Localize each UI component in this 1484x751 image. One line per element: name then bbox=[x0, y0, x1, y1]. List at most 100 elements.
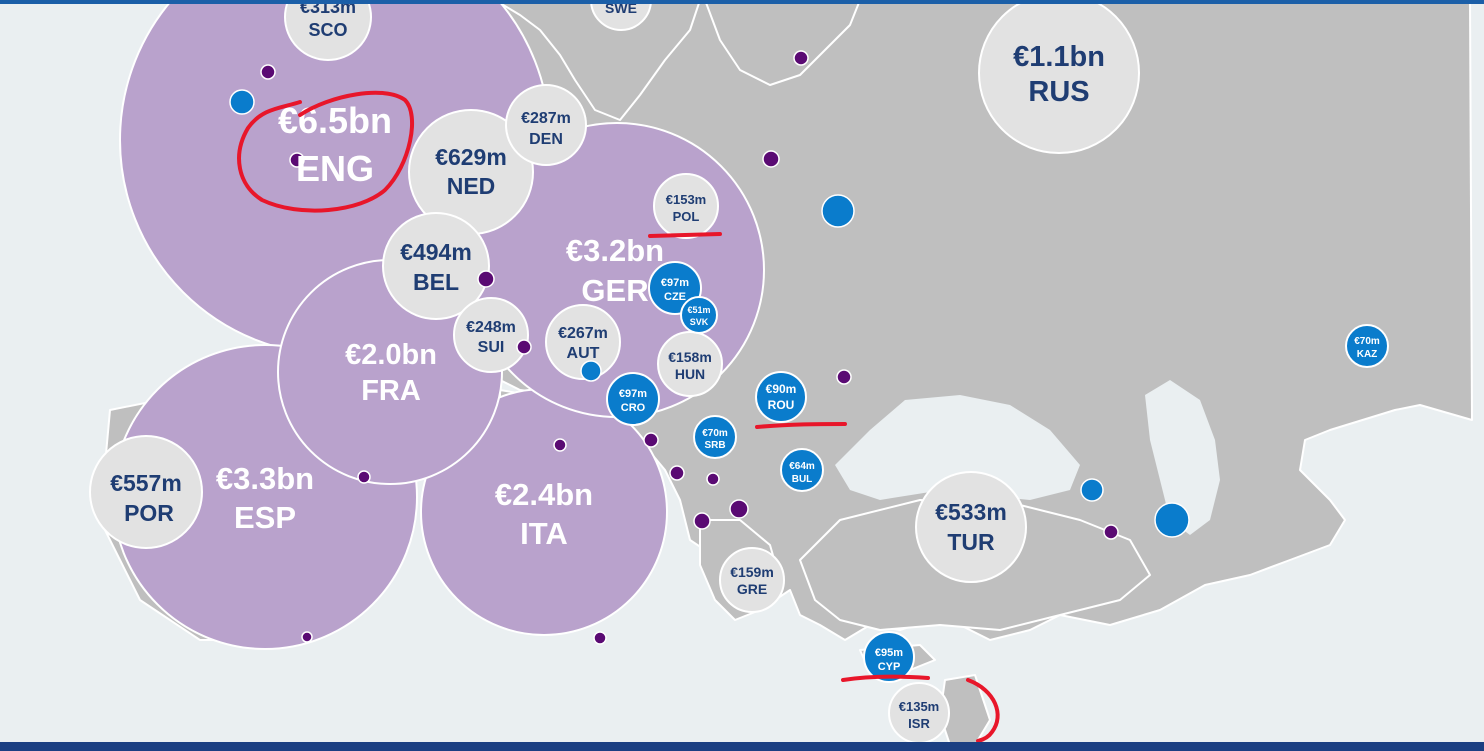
annotation-eng-circle bbox=[237, 90, 414, 213]
annotation-cyp-underline bbox=[841, 674, 930, 682]
circle-den bbox=[505, 84, 587, 166]
top-edge-bar bbox=[0, 0, 1484, 4]
label-code-esp: ESP bbox=[234, 500, 296, 535]
dot bbox=[1154, 502, 1190, 538]
medium-markets bbox=[89, 0, 1140, 744]
circle-aut bbox=[545, 304, 621, 380]
dot bbox=[1103, 524, 1119, 540]
label-code-rou: ROU bbox=[768, 398, 795, 412]
label-code-gre: GRE bbox=[737, 581, 767, 597]
label-value-fra: €2.0bn bbox=[345, 339, 437, 371]
circle-gre bbox=[719, 547, 785, 613]
label-value-ita: €2.4bn bbox=[495, 477, 593, 512]
label-value-tur: €533m bbox=[935, 499, 1007, 525]
dot bbox=[729, 499, 749, 519]
label-code-bul: BUL bbox=[792, 474, 813, 485]
land-finland bbox=[704, 0, 861, 86]
label-value-hun: €158m bbox=[668, 349, 712, 365]
circle-bel bbox=[382, 212, 490, 320]
label-value-ned: €629m bbox=[435, 144, 507, 170]
label-value-gre: €159m bbox=[730, 564, 774, 580]
label-code-srb: SRB bbox=[704, 440, 725, 451]
dot bbox=[553, 438, 567, 452]
circle-rus bbox=[978, 0, 1140, 154]
label-value-srb: €70m bbox=[702, 428, 728, 439]
circle-svk bbox=[680, 296, 718, 334]
dot bbox=[693, 512, 711, 530]
circle-pol bbox=[653, 173, 719, 239]
label-value-bul: €64m bbox=[789, 461, 815, 472]
label-code-isr: ISR bbox=[908, 716, 930, 731]
dot bbox=[762, 150, 780, 168]
circle-kaz bbox=[1345, 324, 1389, 368]
label-value-rus: €1.1bn bbox=[1013, 41, 1105, 73]
label-code-tur: TUR bbox=[947, 529, 995, 555]
label-value-kaz: €70m bbox=[1354, 336, 1380, 347]
circle-por bbox=[89, 435, 203, 549]
dot bbox=[1080, 478, 1104, 502]
label-value-esp: €3.3bn bbox=[216, 461, 314, 496]
label-code-eng: ENG bbox=[296, 148, 374, 189]
circle-cyp bbox=[863, 631, 915, 683]
label-value-rou: €90m bbox=[766, 382, 797, 396]
label-code-sui: SUI bbox=[478, 339, 505, 356]
label-value-por: €557m bbox=[110, 470, 182, 496]
label-code-hun: HUN bbox=[675, 366, 705, 382]
circle-sui bbox=[453, 297, 529, 373]
label-code-cro: CRO bbox=[621, 402, 646, 414]
annotation-isr-bracket bbox=[966, 678, 1000, 743]
circle-bul bbox=[780, 448, 824, 492]
dot bbox=[301, 631, 313, 643]
dot bbox=[793, 50, 809, 66]
circle-srb bbox=[693, 415, 737, 459]
black-sea bbox=[835, 395, 1080, 500]
annotation-pol-underline bbox=[648, 232, 722, 238]
label-code-pol: POL bbox=[673, 209, 700, 224]
annotation-rou-underline bbox=[755, 422, 847, 429]
label-code-fra: FRA bbox=[361, 375, 421, 407]
caspian-sea bbox=[1145, 380, 1220, 535]
red-annotations bbox=[237, 90, 1000, 743]
circle-tur bbox=[915, 471, 1027, 583]
label-code-bel: BEL bbox=[413, 269, 459, 295]
label-code-kaz: KAZ bbox=[1357, 349, 1378, 360]
label-value-isr: €135m bbox=[899, 699, 939, 714]
label-code-sco: SCO bbox=[308, 20, 347, 40]
dot bbox=[477, 270, 495, 288]
minor-market-dots bbox=[229, 50, 1190, 645]
label-value-cze: €97m bbox=[661, 277, 689, 289]
dot bbox=[706, 472, 720, 486]
label-code-cyp: CYP bbox=[878, 661, 901, 673]
label-code-ger: GER bbox=[581, 273, 648, 308]
dot bbox=[580, 360, 602, 382]
dot bbox=[289, 152, 305, 168]
circle-swe bbox=[590, 0, 652, 31]
circle-sco bbox=[284, 0, 372, 61]
dot bbox=[260, 64, 276, 80]
circle-hun bbox=[657, 331, 723, 397]
dot bbox=[357, 470, 371, 484]
label-value-cyp: €95m bbox=[875, 647, 903, 659]
taskbar-strip bbox=[0, 742, 1484, 751]
dot bbox=[836, 369, 852, 385]
dot bbox=[593, 631, 607, 645]
dot bbox=[229, 89, 255, 115]
label-code-ned: NED bbox=[447, 173, 496, 199]
label-code-den: DEN bbox=[529, 131, 563, 148]
label-value-sui: €248m bbox=[466, 319, 516, 336]
label-value-eng: €6.5bn bbox=[278, 100, 392, 141]
dot bbox=[643, 432, 659, 448]
market-labels: €6.5bn ENG €3.3bn ESP €3.2bn GER €2.4bn … bbox=[110, 0, 1380, 731]
label-code-rus: RUS bbox=[1028, 76, 1089, 108]
label-value-bel: €494m bbox=[400, 239, 472, 265]
label-code-ita: ITA bbox=[520, 516, 568, 551]
label-code-aut: AUT bbox=[567, 345, 600, 362]
label-value-cro: €97m bbox=[619, 388, 647, 400]
label-value-den: €287m bbox=[521, 110, 571, 127]
dot bbox=[516, 339, 532, 355]
dot bbox=[821, 194, 855, 228]
label-code-cze: CZE bbox=[664, 291, 686, 303]
label-value-aut: €267m bbox=[558, 325, 608, 342]
